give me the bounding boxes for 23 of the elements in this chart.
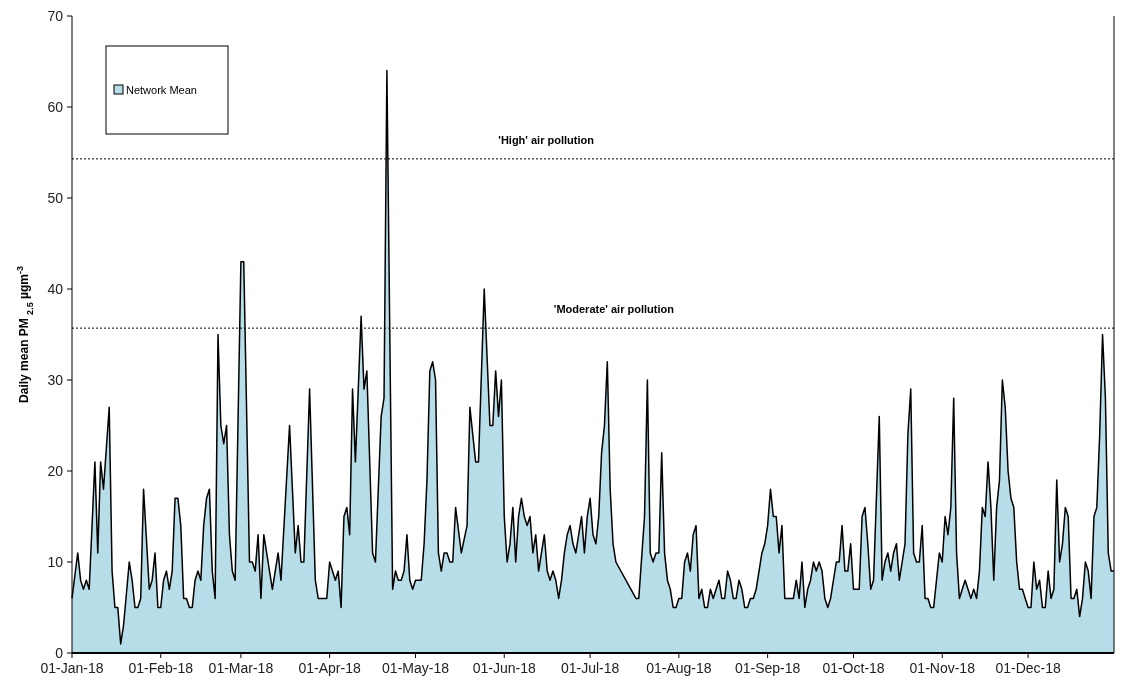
x-tick-label: 01-Jul-18: [560, 660, 620, 676]
x-tick-label: 01-Dec-18: [995, 660, 1062, 676]
ref-line-label: 'High' air pollution: [498, 133, 595, 146]
x-tick-label: 01-Apr-18: [298, 660, 361, 676]
y-tick-label: 10: [47, 553, 64, 570]
x-tick-label: 01-Sep-18: [734, 660, 801, 676]
x-tick-label: 01-Oct-18: [822, 660, 885, 676]
y-tick-label: 60: [47, 98, 64, 115]
x-tick-label: 01-Jun-18: [472, 660, 536, 676]
x-tick-label: 01-Mar-18: [208, 660, 274, 676]
legend-label: Network Mean: [126, 83, 197, 96]
y-tick-label: 70: [47, 7, 64, 24]
x-tick-label: 01-Feb-18: [128, 660, 194, 676]
ref-line-label: 'Moderate' air pollution: [553, 303, 675, 316]
x-tick-label: 01-Nov-18: [909, 660, 976, 676]
y-tick-label: 30: [47, 371, 64, 388]
y-tick-label: 0: [55, 644, 64, 661]
y-tick-label: 40: [47, 280, 64, 297]
y-tick-label: 20: [47, 462, 64, 479]
x-tick-label: 01-May-18: [382, 660, 450, 676]
y-tick-label: 50: [47, 189, 64, 206]
x-tick-label: 01-Jan-18: [40, 660, 104, 676]
x-tick-label: 01-Aug-18: [646, 660, 712, 676]
